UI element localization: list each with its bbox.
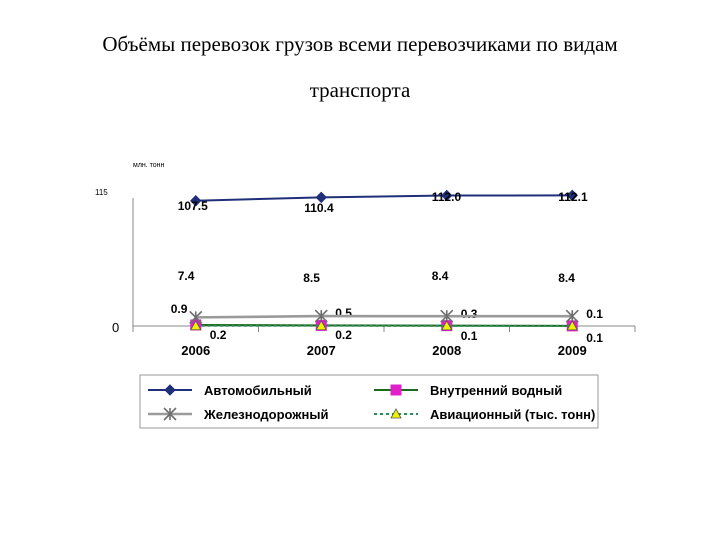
data-label: 0.5 bbox=[335, 306, 352, 320]
data-label: 112.0 bbox=[432, 190, 462, 204]
x-tick-label: 2007 bbox=[307, 343, 336, 358]
legend-box bbox=[139, 374, 599, 429]
data-label: 0.3 bbox=[461, 307, 478, 321]
data-point bbox=[566, 189, 578, 202]
data-point bbox=[566, 320, 578, 331]
data-label: 8.4 bbox=[432, 269, 449, 283]
plot-area: 2006 2007 2008 2009 107.5 110.4 112.0 112.1 0.9 0… bbox=[132, 189, 636, 358]
x-tick-label: 2006 bbox=[181, 343, 210, 358]
legend-label: Автомобильный bbox=[204, 383, 312, 398]
data-point bbox=[315, 191, 327, 204]
legend: Автомобильный Внутренний водный Железнодор… bbox=[139, 374, 599, 429]
legend-label: Авиационный (тыс. тонн) bbox=[430, 407, 595, 422]
data-label: 0.1 bbox=[586, 307, 603, 321]
data-point bbox=[315, 319, 327, 331]
data-label: 8.5 bbox=[303, 271, 320, 285]
data-label: 107.5 bbox=[178, 199, 208, 213]
chart-title-line1: Объёмы перевозок грузов всеми перевозчик… bbox=[102, 32, 618, 56]
data-label: 110.4 bbox=[304, 201, 334, 215]
data-label: 0.2 bbox=[335, 328, 352, 342]
y-tick-label-0: 0 bbox=[112, 320, 119, 335]
chart-title-line2: транспорта bbox=[309, 78, 411, 102]
data-point bbox=[441, 320, 453, 331]
legend-marker bbox=[163, 407, 177, 421]
data-label: 8.4 bbox=[558, 271, 575, 285]
data-label: 112.1 bbox=[558, 190, 588, 204]
data-label: 0.1 bbox=[586, 331, 603, 345]
data-point bbox=[190, 319, 202, 331]
legend-marker bbox=[390, 408, 402, 419]
legend-label: Железнодорожный bbox=[203, 407, 328, 422]
legend-marker bbox=[390, 384, 402, 396]
series-line bbox=[195, 314, 573, 319]
legend-marker bbox=[164, 384, 176, 396]
legend-label: Внутренний водный bbox=[430, 383, 562, 398]
data-point bbox=[441, 189, 453, 202]
x-tick-label: 2008 bbox=[432, 343, 461, 358]
x-tick-label: 2009 bbox=[558, 343, 587, 358]
data-label: 7.4 bbox=[178, 269, 195, 283]
data-label: 0.2 bbox=[210, 328, 227, 342]
series-line bbox=[195, 194, 573, 202]
data-label: 0.9 bbox=[171, 302, 188, 316]
data-label: 0.1 bbox=[461, 329, 478, 343]
unit-label: млн. тонн bbox=[133, 162, 165, 169]
data-point bbox=[190, 195, 202, 207]
y-tick-label-115: 115 bbox=[95, 188, 108, 197]
